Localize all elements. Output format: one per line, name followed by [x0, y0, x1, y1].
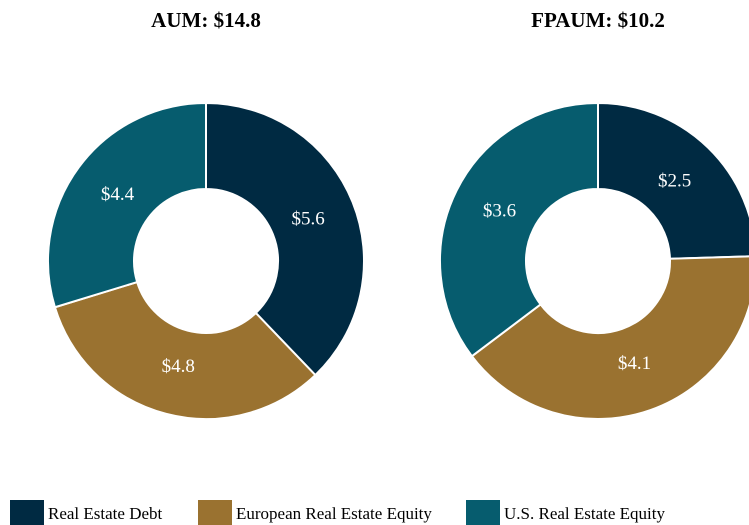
donut-slice	[47, 101, 207, 309]
legend-label: Real Estate Debt	[48, 504, 163, 523]
value-label: $3.6	[483, 200, 516, 221]
chart-title: AUM: $14.8	[151, 8, 261, 32]
donut-slice	[439, 101, 599, 358]
value-label: $2.5	[658, 170, 691, 191]
donut-slice	[53, 280, 317, 420]
legend-label: European Real Estate Equity	[236, 504, 432, 523]
donut-slice	[597, 101, 749, 260]
legend-swatch	[466, 500, 500, 525]
legend-label: U.S. Real Estate Equity	[504, 504, 666, 523]
value-label: $4.4	[101, 184, 135, 205]
chart-title: FPAUM: $10.2	[531, 8, 665, 32]
value-label: $5.6	[291, 208, 324, 229]
legend-swatch	[198, 500, 232, 525]
donut-slice	[470, 255, 749, 420]
value-label: $4.8	[162, 356, 195, 377]
value-label: $4.1	[618, 353, 651, 374]
legend-swatch	[10, 500, 44, 525]
donut-slice	[205, 101, 365, 377]
